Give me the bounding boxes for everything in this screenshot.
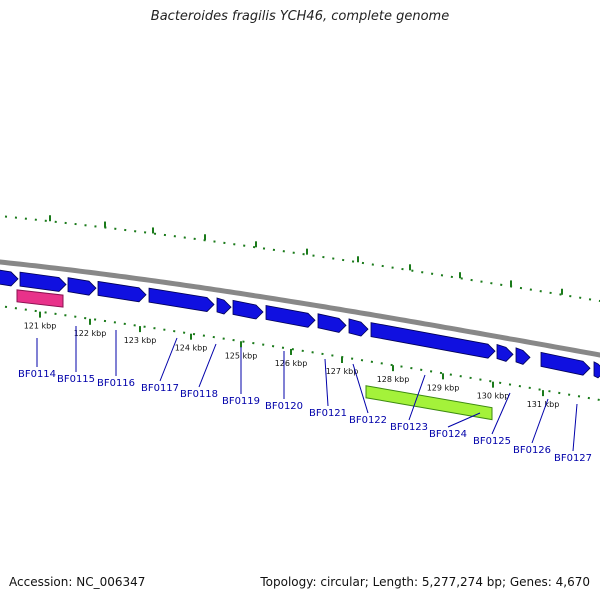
gene-label: BF0116 <box>97 378 135 389</box>
highlight-pink <box>16 289 64 308</box>
gene-arrow <box>232 299 264 320</box>
gene-arrow <box>19 271 67 292</box>
kbp-label: 130 kbp <box>477 392 510 401</box>
gene-arrow <box>593 361 600 379</box>
gene-arrow <box>496 343 514 362</box>
gene-arrow <box>317 313 347 333</box>
kbp-label: 126 kbp <box>275 359 308 368</box>
inner-major-ticks <box>39 311 544 397</box>
gene-label: BF0127 <box>554 453 592 464</box>
leader-line <box>531 398 549 444</box>
inner-tick-track <box>4 305 600 401</box>
gene-label: BF0124 <box>429 429 467 440</box>
leader-line <box>324 358 329 407</box>
gene-arrow <box>0 269 19 287</box>
gene-label: BF0119 <box>222 396 260 407</box>
kbp-label: 127 kbp <box>326 367 359 376</box>
gene-arrow <box>515 347 531 365</box>
leader-line <box>572 403 578 452</box>
leader-line <box>159 337 178 382</box>
gene-arrow <box>370 322 496 359</box>
leader-line <box>198 343 217 388</box>
leader-line <box>408 374 426 421</box>
kbp-label: 128 kbp <box>377 375 410 384</box>
outer-tick-track <box>4 215 600 302</box>
kbp-label: 121 kbp <box>24 322 57 331</box>
gene-leader-lines <box>36 326 578 452</box>
leader-line <box>447 412 481 428</box>
gene-arrow <box>67 277 97 296</box>
gene-arrow <box>97 280 147 303</box>
genome-stats-text: Topology: circular; Length: 5,277,274 bp… <box>260 575 590 589</box>
gene-label: BF0122 <box>349 415 387 426</box>
outer-major-ticks <box>49 215 563 295</box>
kbp-label: 123 kbp <box>124 336 157 345</box>
gene-label: BF0125 <box>473 436 511 447</box>
gene-label: BF0121 <box>309 408 347 419</box>
kbp-label: 122 kbp <box>74 329 107 338</box>
gene-label: BF0114 <box>18 369 56 380</box>
map-title: Bacteroides fragilis YCH46, complete gen… <box>150 9 450 24</box>
gene-label: BF0120 <box>265 401 303 412</box>
gene-label: BF0115 <box>57 374 95 385</box>
highlighted-features <box>16 289 493 421</box>
genome-backbone <box>0 259 600 358</box>
gene-arrow <box>540 351 591 376</box>
gene-arrows <box>0 269 600 379</box>
gene-arrow <box>265 304 316 328</box>
gene-label: BF0117 <box>141 383 179 394</box>
gene-arrow <box>348 318 369 337</box>
kbp-label: 129 kbp <box>427 383 460 392</box>
accession-text: Accession: NC_006347 <box>9 575 146 589</box>
gene-label: BF0123 <box>390 422 428 433</box>
leader-line <box>491 392 511 435</box>
leader-line <box>352 363 369 414</box>
gene-label: BF0118 <box>180 389 218 400</box>
kbp-label: 124 kbp <box>175 344 208 353</box>
kbp-label: 131 kbp <box>527 400 560 409</box>
highlight-lime <box>365 385 493 421</box>
gene-arrow <box>216 297 232 315</box>
gene-arrow <box>148 287 215 312</box>
gene-label: BF0126 <box>513 445 551 456</box>
